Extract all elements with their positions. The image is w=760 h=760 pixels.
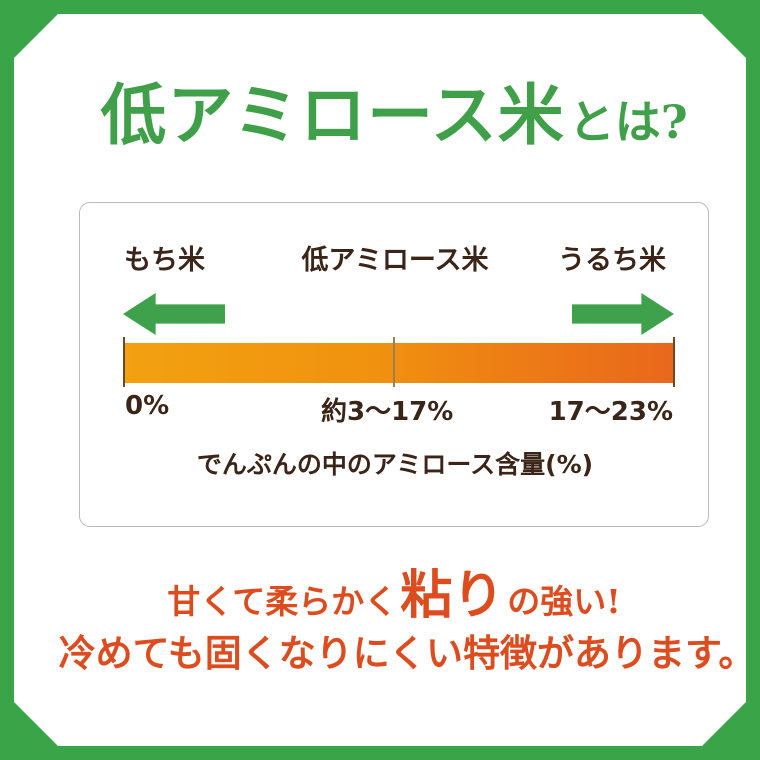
tagline-line-1-emphasis: 粘り <box>400 565 505 626</box>
rice-type-label-uruchi: うるち米 <box>558 245 666 276</box>
tagline-line-1-part-a: 甘くて柔らかく <box>167 582 398 621</box>
rice-type-label-mochi: もち米 <box>124 245 205 276</box>
poster-sheet: 低アミロース米とは? もち米 低アミロース米 うるち米 0% 約3〜17% <box>14 14 746 746</box>
amylose-scale-card: もち米 低アミロース米 うるち米 0% 約3〜17% 17〜23% でんぷんの中… <box>79 202 709 527</box>
direction-arrow-row <box>80 291 710 337</box>
tagline-line-2: 冷めても固くなりにくい特徴があります。 <box>58 631 756 675</box>
page-title: 低アミロース米とは? <box>14 62 760 158</box>
percent-label-end: 17〜23% <box>548 397 673 427</box>
rice-type-label-row: もち米 低アミロース米 うるち米 <box>80 238 710 276</box>
tagline-line-1: 甘くて柔らかく粘りの強い! <box>14 570 760 622</box>
scale-axis-caption: でんぷんの中のアミロース含量(%) <box>196 450 594 479</box>
percent-label-start: 0% <box>125 391 170 421</box>
percent-label-row: 0% 約3〜17% 17〜23% <box>125 391 673 427</box>
arrow-right-icon <box>572 293 674 335</box>
amylose-gradient-scale <box>125 337 673 387</box>
tagline-block: 甘くて柔らかく粘りの強い! 冷めても固くなりにくい特徴があります。 <box>14 570 760 675</box>
scale-tick-middle <box>393 337 395 387</box>
rice-type-label-low-amylose: 低アミロース米 <box>301 245 489 276</box>
page-title-suffix: とは? <box>568 95 688 149</box>
tagline-line-1-part-b: の強い! <box>507 582 621 621</box>
scale-tick-start <box>123 337 125 387</box>
scale-tick-end <box>673 337 675 387</box>
page-title-main: 低アミロース米 <box>100 76 565 154</box>
arrow-left-icon <box>123 293 225 335</box>
percent-label-middle: 約3〜17% <box>321 397 454 427</box>
gradient-bar <box>125 343 673 383</box>
